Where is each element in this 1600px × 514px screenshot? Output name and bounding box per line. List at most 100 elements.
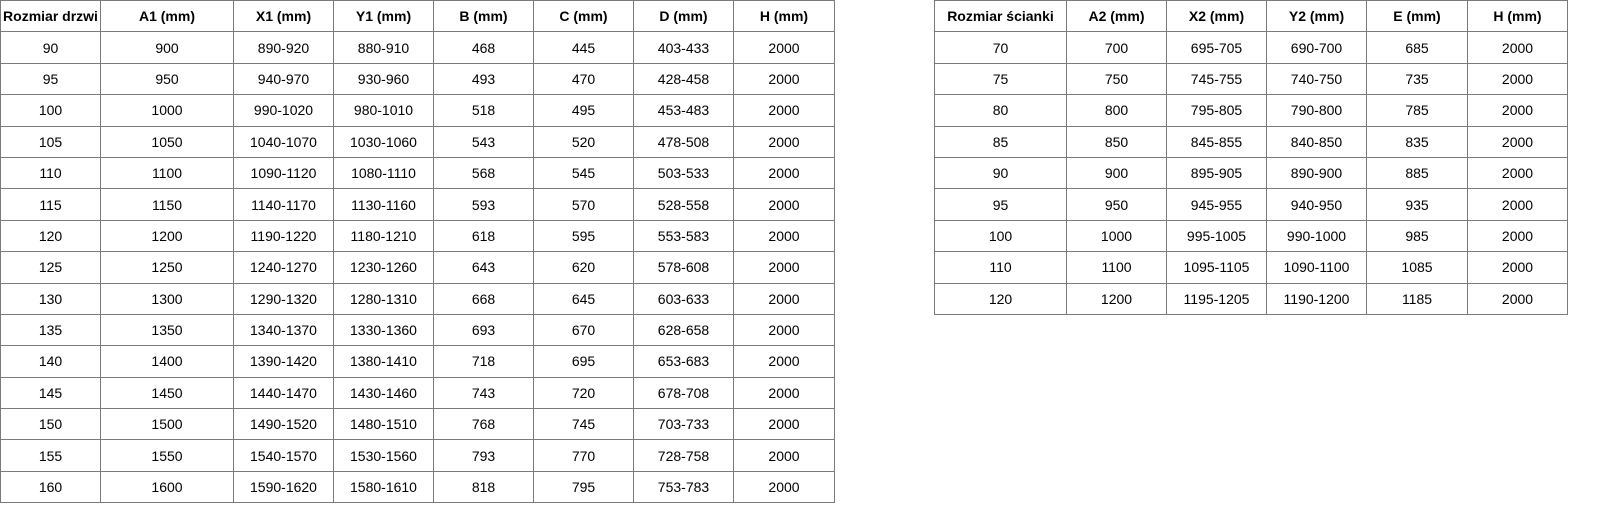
table-cell: 1050 [100, 125, 234, 158]
table-cell: 785 [1366, 94, 1468, 127]
table-cell: 75 [934, 62, 1067, 96]
table-row: 140 1400 1390-1420 1380-1410 718 695 653-683 20… [0, 345, 835, 378]
table-cell: 1450 [100, 376, 234, 410]
table-header-row: Rozmiar ścianki A2 (mm) X2 (mm) Y2 (mm) E (m… [934, 0, 1568, 33]
column-header: Rozmiar ścianki [934, 0, 1067, 33]
table-cell: 2000 [733, 125, 835, 158]
table-cell: 2000 [733, 470, 835, 504]
table-cell: 125 [0, 251, 101, 284]
table-cell: 743 [433, 376, 534, 410]
table-row: 110 1100 1095-1105 1090-1100 1085 2000 [934, 251, 1568, 284]
table-cell: 1590-1620 [233, 470, 334, 504]
table-cell: 685 [1366, 31, 1468, 64]
table-cell: 1340-1370 [233, 313, 334, 347]
table-cell: 90 [934, 156, 1067, 190]
table-cell: 940-970 [233, 62, 334, 96]
table-cell: 990-1020 [233, 94, 334, 127]
column-header: Y2 (mm) [1266, 0, 1367, 33]
wall-size-table: Rozmiar ścianki A2 (mm) X2 (mm) Y2 (mm) E (m… [934, 0, 1568, 315]
table-cell: 1330-1360 [333, 313, 434, 347]
table-cell: 495 [533, 94, 634, 127]
table-row: 90 900 890-920 880-910 468 445 403-433 2000 [0, 31, 835, 64]
table-cell: 428-458 [633, 62, 734, 96]
table-cell: 770 [533, 439, 634, 472]
table-cell: 1090-1120 [233, 156, 334, 190]
table-cell: 1500 [100, 408, 234, 441]
table-cell: 95 [934, 188, 1067, 221]
table-row: 125 1250 1240-1270 1230-1260 643 620 578-608 20… [0, 251, 835, 284]
table-cell: 695 [533, 345, 634, 378]
table-cell: 2000 [1467, 62, 1568, 96]
column-header: B (mm) [433, 0, 534, 33]
table-cell: 935 [1366, 188, 1468, 221]
table-cell: 1490-1520 [233, 408, 334, 441]
column-header: Y1 (mm) [333, 0, 434, 33]
table-cell: 545 [533, 156, 634, 190]
table-cell: 793 [433, 439, 534, 472]
table-cell: 850 [1066, 125, 1167, 158]
table-row: 155 1550 1540-1570 1530-1560 793 770 728-758 20… [0, 439, 835, 472]
table-cell: 1040-1070 [233, 125, 334, 158]
table-cell: 1100 [1066, 251, 1167, 284]
table-row: 135 1350 1340-1370 1330-1360 693 670 628-658 20… [0, 313, 835, 347]
table-row: 120 1200 1195-1205 1190-1200 1185 2000 [934, 282, 1568, 315]
table-cell: 800 [1066, 94, 1167, 127]
table-cell: 1240-1270 [233, 251, 334, 284]
table-cell: 2000 [733, 94, 835, 127]
table-cell: 1150 [100, 188, 234, 221]
column-header: X2 (mm) [1166, 0, 1267, 33]
table-cell: 1140-1170 [233, 188, 334, 221]
table-row: 150 1500 1490-1520 1480-1510 768 745 703-733 20… [0, 408, 835, 441]
table-row: 75 750 745-755 740-750 735 2000 [934, 62, 1568, 96]
column-header: E (mm) [1366, 0, 1468, 33]
column-header: A2 (mm) [1066, 0, 1167, 33]
table-row: 80 800 795-805 790-800 785 2000 [934, 94, 1568, 127]
table-cell: 70 [934, 31, 1067, 64]
table-cell: 720 [533, 376, 634, 410]
table-cell: 1400 [100, 345, 234, 378]
table-cell: 795 [533, 470, 634, 504]
table-cell: 900 [1066, 156, 1167, 190]
table-cell: 1580-1610 [333, 470, 434, 504]
table-cell: 885 [1366, 156, 1468, 190]
table-cell: 1380-1410 [333, 345, 434, 378]
table-cell: 693 [433, 313, 534, 347]
table-row: 95 950 945-955 940-950 935 2000 [934, 188, 1568, 221]
table-cell: 990-1000 [1266, 219, 1367, 253]
table-cell: 728-758 [633, 439, 734, 472]
table-cell: 520 [533, 125, 634, 158]
table-cell: 2000 [733, 282, 835, 315]
table-cell: 880-910 [333, 31, 434, 64]
table-cell: 940-950 [1266, 188, 1367, 221]
table-cell: 678-708 [633, 376, 734, 410]
table-cell: 115 [0, 188, 101, 221]
table-cell: 145 [0, 376, 101, 410]
table-cell: 2000 [1467, 125, 1568, 158]
table-row: 100 1000 995-1005 990-1000 985 2000 [934, 219, 1568, 253]
table-cell: 403-433 [633, 31, 734, 64]
table-cell: 1280-1310 [333, 282, 434, 315]
table-cell: 568 [433, 156, 534, 190]
table-cell: 950 [100, 62, 234, 96]
table-row: 130 1300 1290-1320 1280-1310 668 645 603-633 20… [0, 282, 835, 315]
table-row: 115 1150 1140-1170 1130-1160 593 570 528-558 20… [0, 188, 835, 221]
table-cell: 695-705 [1166, 31, 1267, 64]
table-cell: 2000 [733, 439, 835, 472]
table-cell: 110 [934, 251, 1067, 284]
table-cell: 795-805 [1166, 94, 1267, 127]
table-cell: 1000 [100, 94, 234, 127]
table-cell: 668 [433, 282, 534, 315]
table-cell: 155 [0, 439, 101, 472]
table-row: 110 1100 1090-1120 1080-1110 568 545 503-533 20… [0, 156, 835, 190]
table-cell: 628-658 [633, 313, 734, 347]
table-cell: 735 [1366, 62, 1468, 96]
table-row: 95 950 940-970 930-960 493 470 428-458 2000 [0, 62, 835, 96]
table-cell: 1430-1460 [333, 376, 434, 410]
table-cell: 930-960 [333, 62, 434, 96]
table-cell: 2000 [733, 219, 835, 253]
table-cell: 95 [0, 62, 101, 96]
table-cell: 110 [0, 156, 101, 190]
table-cell: 1350 [100, 313, 234, 347]
table-cell: 620 [533, 251, 634, 284]
column-header: H (mm) [733, 0, 835, 33]
